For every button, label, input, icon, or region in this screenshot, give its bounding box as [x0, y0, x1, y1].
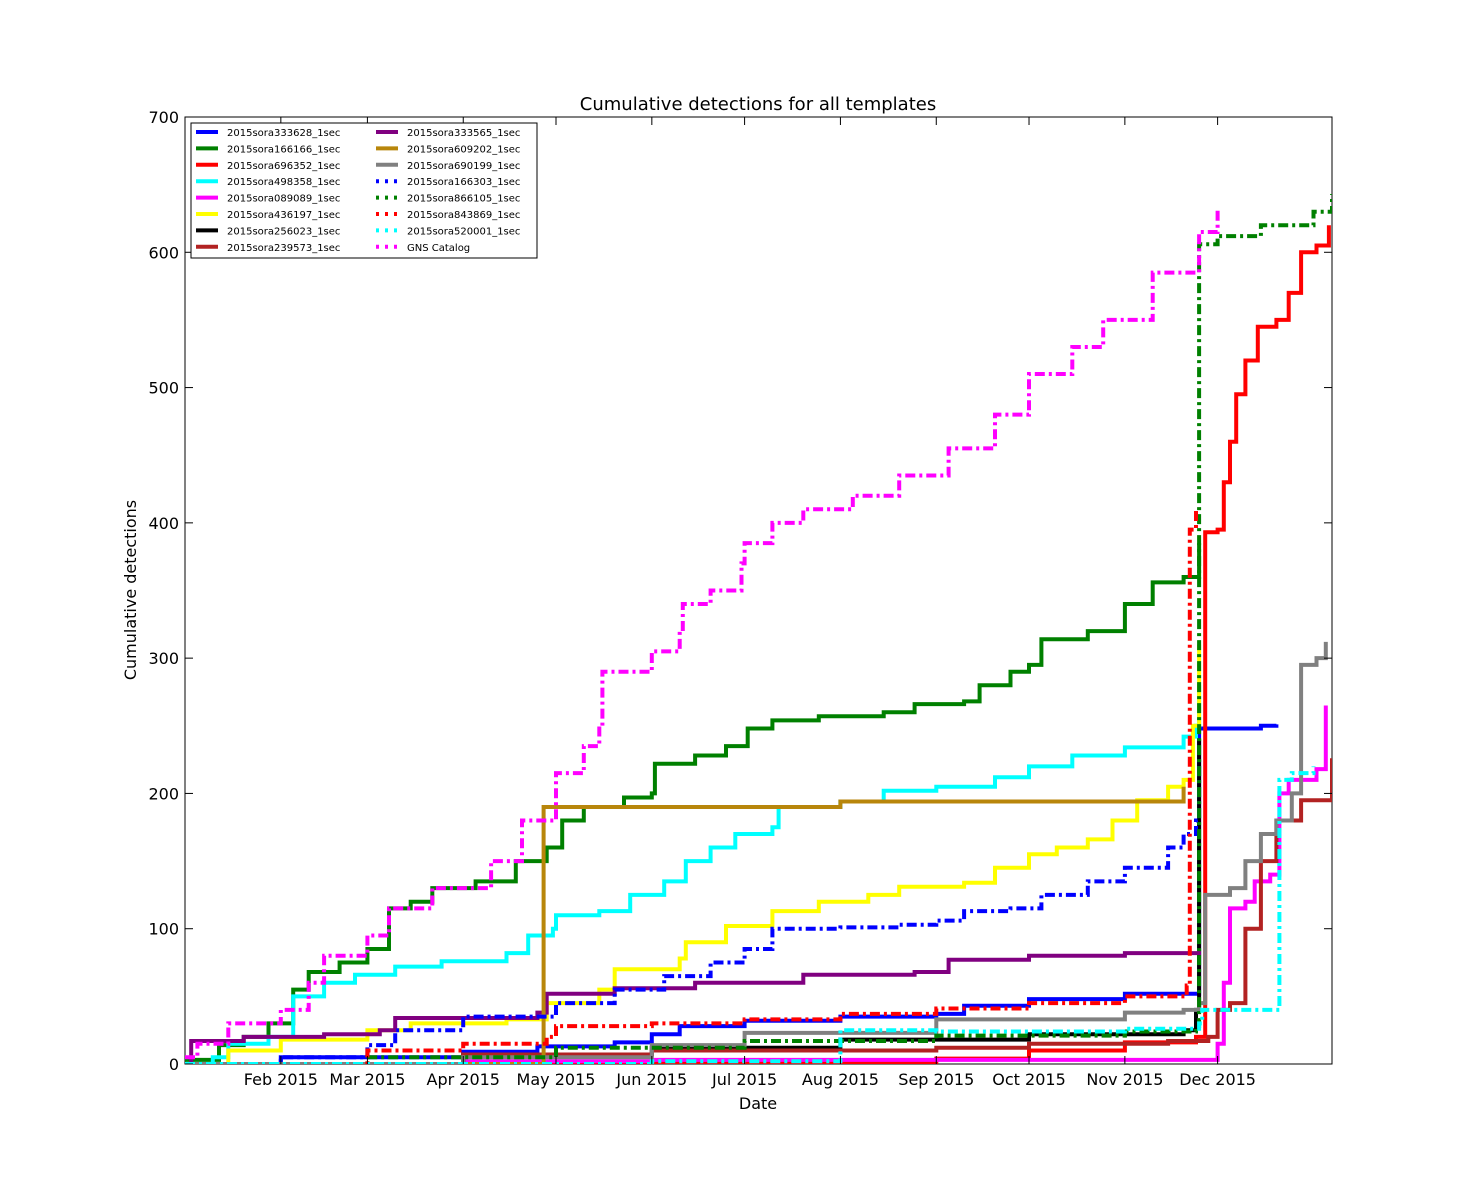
legend-label: 2015sora520001_1sec: [407, 226, 520, 237]
x-tick-label: Jun 2015: [615, 1070, 687, 1089]
legend-label: 2015sora166303_1sec: [407, 177, 520, 188]
legend-label: 2015sora333628_1sec: [227, 128, 340, 139]
legend-label: 2015sora866105_1sec: [407, 194, 520, 205]
legend: 2015sora333628_1sec 2015sora166166_1sec 20…: [190, 122, 538, 259]
x-axis-label: Date: [739, 1094, 777, 1113]
series-line: [185, 194, 1332, 1064]
y-tick-label: 400: [148, 514, 179, 533]
legend-label: 2015sora089089_1sec: [227, 194, 340, 205]
legend-label: 2015sora498358_1sec: [227, 177, 340, 188]
series-line: [185, 209, 1220, 1060]
series-line: [185, 225, 1331, 1064]
plot-frame: [184, 116, 1333, 1065]
chart-title: Cumulative detections for all templates: [580, 94, 936, 115]
legend-label: 2015sora333565_1sec: [407, 128, 520, 139]
legend-label: 2015sora843869_1sec: [407, 210, 520, 221]
series-line: [185, 509, 1198, 1064]
x-tick-label: Mar 2015: [329, 1070, 405, 1089]
x-axis: Feb 2015 Mar 2015 Apr 2015 May 2015 Jun 2015…: [244, 117, 1256, 1089]
legend-label: 2015sora239573_1sec: [227, 243, 340, 254]
x-tick-label: Dec 2015: [1179, 1070, 1256, 1089]
x-tick-label: Oct 2015: [992, 1070, 1065, 1089]
y-tick-label: 500: [148, 379, 179, 398]
y-tick-label: 200: [148, 784, 179, 803]
series-line: [185, 766, 1316, 1064]
series-layer: [185, 194, 1332, 1064]
legend-label: 2015sora690199_1sec: [407, 161, 520, 172]
legend-label: GNS Catalog: [407, 243, 470, 254]
legend-label: 2015sora166166_1sec: [227, 144, 340, 155]
series-line: [185, 759, 1202, 1064]
x-tick-label: Jul 2015: [711, 1070, 777, 1089]
x-tick-label: Nov 2015: [1086, 1070, 1163, 1089]
y-axis: 0 100 200 300 400 500 600 700: [148, 108, 1332, 1074]
x-tick-label: May 2015: [517, 1070, 596, 1089]
legend-label: 2015sora609202_1sec: [407, 144, 520, 155]
y-axis-label: Cumulative detections: [121, 500, 140, 680]
legend-label: 2015sora696352_1sec: [227, 161, 340, 172]
series-line: [185, 786, 1186, 1064]
y-tick-label: 0: [169, 1055, 179, 1074]
y-tick-label: 600: [148, 243, 179, 262]
x-tick-label: Feb 2015: [244, 1070, 318, 1089]
y-tick-label: 100: [148, 920, 179, 939]
legend-label: 2015sora256023_1sec: [227, 226, 340, 237]
y-tick-label: 700: [148, 108, 179, 127]
legend-label: 2015sora436197_1sec: [227, 210, 340, 221]
series-line: [185, 644, 1202, 1064]
x-tick-label: Sep 2015: [898, 1070, 974, 1089]
y-tick-label: 300: [148, 649, 179, 668]
x-tick-label: Apr 2015: [427, 1070, 500, 1089]
legend-box: [190, 122, 538, 259]
series-line: [185, 543, 1202, 1062]
x-tick-label: Aug 2015: [802, 1070, 879, 1089]
